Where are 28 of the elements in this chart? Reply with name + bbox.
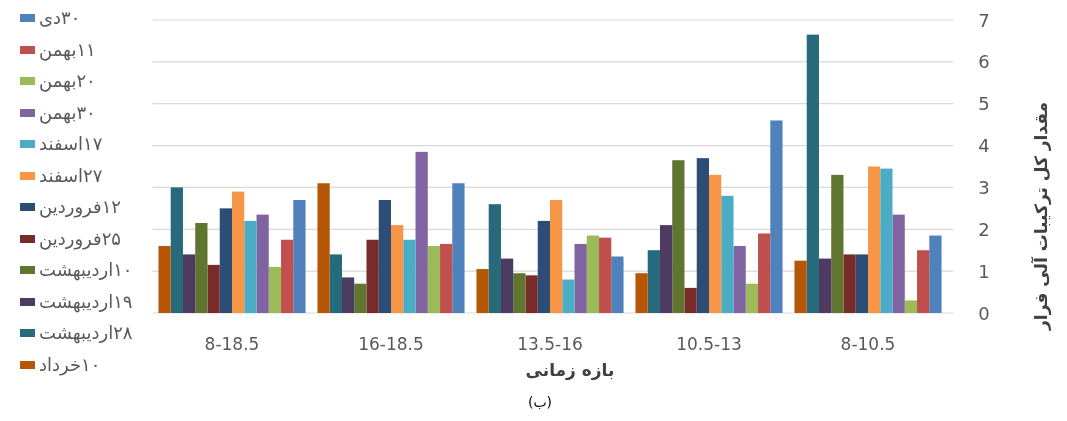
legend-label: ۳۰دی [39, 6, 81, 30]
y-tick-label: 1 [978, 260, 990, 282]
x-axis-title: بازه زمانی [525, 360, 615, 380]
y-tick-label: 6 [978, 51, 990, 73]
legend-label: ۱۷اسفند [39, 132, 103, 156]
legend-label: ۱۹اردیبهشت [39, 289, 133, 314]
y-tick-label: 0 [978, 302, 990, 324]
legend-label: ۲۰بهمن [39, 69, 96, 93]
x-tick-label: 10.5-13 [676, 334, 742, 354]
x-tick-label: 8-10.5 [840, 334, 896, 354]
legend-label: ۲۵فروردین [39, 226, 121, 251]
y-tick-label: 4 [978, 135, 990, 157]
legend-label: ۱۲فروردین [39, 195, 121, 219]
legend-label: ۱۱بهمن [39, 37, 96, 62]
y-tick-label: 5 [978, 93, 990, 115]
y-tick-label: 7 [978, 9, 990, 31]
legend-label: ۳۰بهمن [39, 100, 96, 125]
y-tick-label: 2 [978, 218, 990, 240]
legend-label: ۲۷اسفند [39, 163, 103, 188]
text: (ب) [527, 394, 553, 410]
legend-label: ۲۸اردیبهشت [39, 321, 133, 345]
legend-label: ۱۰خرداد [39, 352, 101, 377]
y-axis-title: مقدار کل ترکیبات آلی فرار [1030, 102, 1052, 331]
x-tick-label: 13.5-16 [517, 334, 583, 354]
legend-label: ۱۰اردیبهشت [39, 258, 133, 282]
x-tick-label: 16-18.5 [358, 334, 424, 354]
x-tick-label: 8-18.5 [204, 334, 260, 354]
y-tick-label: 3 [978, 176, 990, 198]
